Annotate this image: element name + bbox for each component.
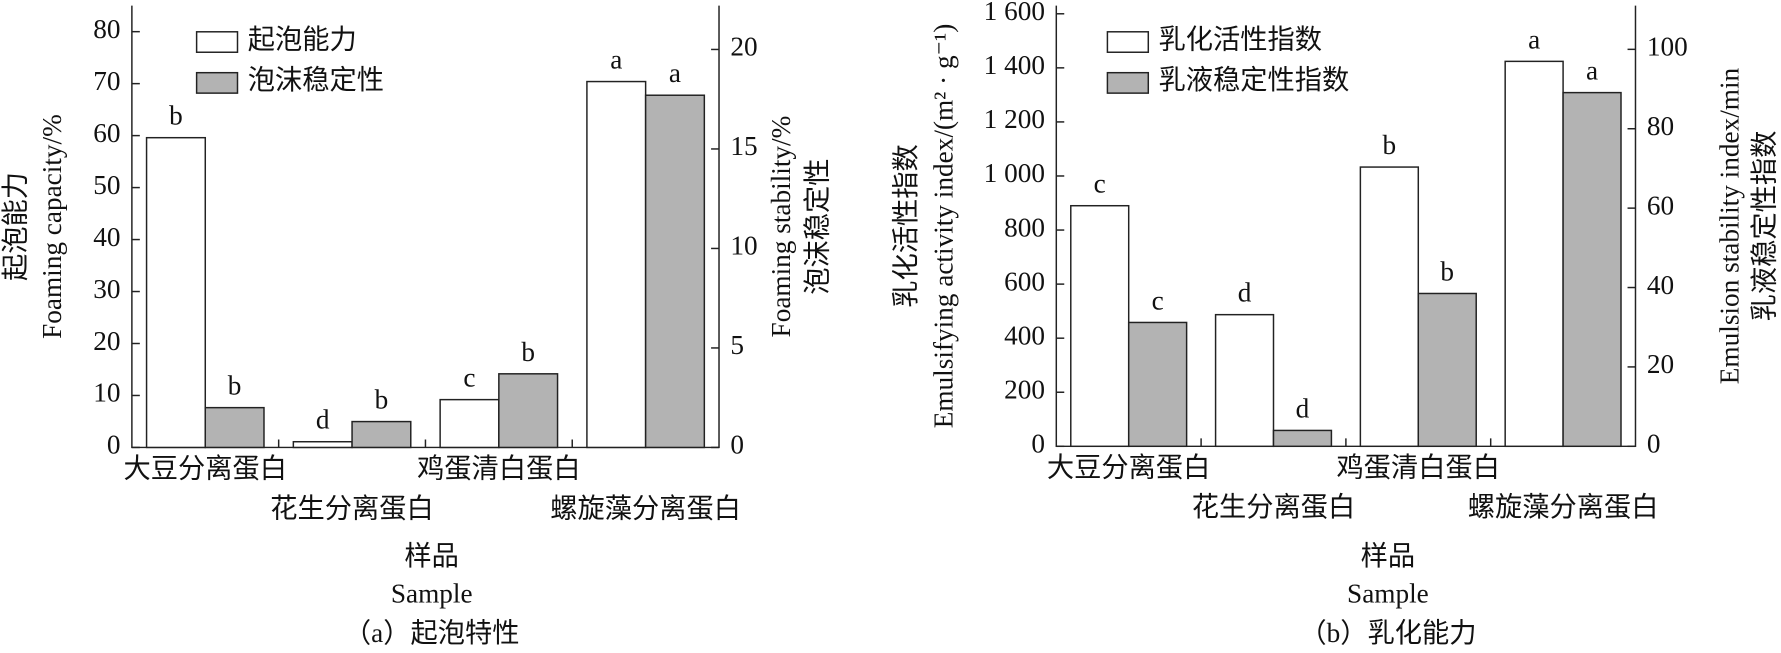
significance-label: b — [1440, 256, 1454, 286]
bar — [1214, 313, 1275, 448]
y-tick-label: 80 — [93, 14, 120, 44]
y-tick-label: 20 — [93, 326, 120, 356]
y-tick-label: 600 — [1004, 266, 1045, 296]
y-tick-label: 0 — [107, 430, 121, 460]
significance-label: c — [1094, 169, 1106, 199]
y2-tick-label: 80 — [1647, 111, 1674, 141]
y-tick-label: 800 — [1004, 212, 1045, 242]
axis-title: Emulsion stability index/min — [1714, 67, 1744, 384]
y2-tick-label: 0 — [1647, 429, 1661, 459]
y2-tick-label: 10 — [730, 231, 757, 261]
y2-tick-label: 60 — [1647, 190, 1674, 220]
y-tick-label: 1 600 — [984, 0, 1045, 26]
y-tick-label: 10 — [93, 378, 120, 408]
legend-swatch — [1106, 31, 1150, 53]
y2-tick-label: 5 — [730, 330, 744, 360]
x-tick-label: 花生分离蛋白 — [270, 493, 434, 523]
bar — [498, 373, 559, 449]
significance-label: d — [1238, 278, 1252, 308]
y-tick-label: 200 — [1004, 374, 1045, 404]
significance-label: c — [1152, 285, 1164, 315]
y-tick-label: 400 — [1004, 320, 1045, 350]
x-tick-label: 鸡蛋清白蛋白 — [417, 454, 581, 484]
y-tick-label: 30 — [93, 274, 120, 304]
bar — [204, 406, 265, 449]
significance-label: a — [610, 45, 622, 75]
y2-tick-label: 100 — [1647, 32, 1688, 62]
bar — [1127, 321, 1188, 448]
x-tick-label: 大豆分离蛋白 — [124, 454, 288, 484]
legend-label: 乳化活性指数 — [1159, 24, 1323, 54]
legend-swatch — [195, 71, 239, 94]
y-tick-label: 60 — [93, 118, 120, 148]
significance-label: d — [1296, 393, 1310, 423]
caption: （a）起泡特性 — [344, 618, 520, 648]
bar — [644, 94, 706, 449]
x-axis-title: 样品 — [1361, 541, 1416, 571]
caption: （b）乳化能力 — [1299, 618, 1476, 648]
y2-tick-label: 40 — [1647, 270, 1674, 300]
x-axis-title-en: Sample — [391, 578, 473, 608]
x-axis-title: 样品 — [404, 541, 459, 571]
y2-tick-label: 20 — [1647, 349, 1674, 379]
bar — [351, 420, 412, 449]
axis-title: Foaming stability/% — [766, 116, 796, 338]
x-tick-label: 花生分离蛋白 — [1192, 492, 1356, 522]
significance-label: a — [1528, 24, 1540, 54]
legend-swatch — [195, 31, 239, 53]
bar — [1504, 60, 1564, 448]
bar — [1417, 292, 1477, 448]
axis-title: 乳液稳定性指数 — [1749, 131, 1779, 322]
y-tick-label: 1 400 — [984, 50, 1045, 80]
y-tick-label: 70 — [93, 66, 120, 96]
bar — [1359, 166, 1420, 448]
bar — [1562, 91, 1622, 448]
significance-label: d — [316, 405, 330, 435]
significance-label: b — [521, 337, 535, 367]
axis-title: 泡沫稳定性 — [802, 158, 832, 294]
axis-title: Emulsifying activity index/(m² · g⁻¹) — [928, 24, 958, 429]
y-tick-label: 1 200 — [984, 104, 1045, 134]
bar — [1070, 204, 1130, 448]
bar — [145, 136, 207, 449]
legend-label: 起泡能力 — [248, 24, 357, 54]
x-tick-label: 鸡蛋清白蛋白 — [1337, 452, 1501, 482]
significance-label: b — [1383, 130, 1397, 160]
y-tick-label: 0 — [1031, 429, 1045, 459]
y2-tick-label: 15 — [730, 131, 757, 161]
bar — [292, 440, 353, 449]
legend-label: 乳液稳定性指数 — [1159, 65, 1350, 95]
y2-tick-label: 0 — [730, 430, 744, 460]
axis-title: 乳化活性指数 — [891, 144, 921, 308]
significance-label: c — [463, 363, 475, 393]
x-axis-title-en: Sample — [1347, 578, 1429, 608]
significance-label: b — [169, 101, 183, 131]
significance-label: b — [375, 385, 389, 415]
x-tick-label: 大豆分离蛋白 — [1047, 452, 1211, 482]
x-tick-label: 螺旋藻分离蛋白 — [1468, 492, 1659, 522]
axis-title: 起泡能力 — [1, 172, 31, 281]
legend-swatch — [1106, 71, 1150, 94]
bar — [439, 398, 500, 449]
significance-label: a — [1586, 56, 1598, 86]
axis-title: Foaming capacity/% — [37, 114, 67, 339]
y-tick-label: 50 — [93, 170, 120, 200]
x-tick-label: 螺旋藻分离蛋白 — [550, 493, 741, 523]
y2-tick-label: 20 — [730, 32, 757, 62]
significance-label: b — [228, 371, 242, 401]
significance-label: a — [669, 58, 681, 88]
bar — [586, 80, 647, 449]
legend-label: 泡沫稳定性 — [248, 65, 384, 95]
y-tick-label: 40 — [93, 222, 120, 252]
bar — [1272, 429, 1333, 448]
y-tick-label: 1 000 — [984, 158, 1045, 188]
